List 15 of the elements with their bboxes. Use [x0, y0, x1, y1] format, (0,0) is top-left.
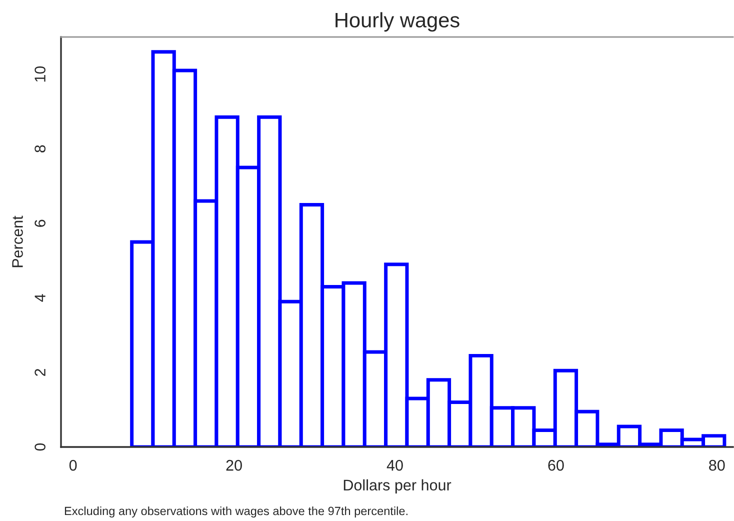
y-tick-label: 0 [34, 443, 46, 451]
chart-title: Hourly wages [336, 12, 460, 32]
y-tick-label: 2 [34, 368, 46, 376]
x-axis-title: Dollars per hour [344, 479, 452, 494]
x-tick-label: 0 [69, 460, 77, 471]
x-tick-label: 20 [226, 460, 242, 471]
x-tick-label: 40 [386, 460, 403, 471]
x-tick-label: 60 [548, 460, 564, 471]
y-tick-label: 10 [34, 66, 46, 82]
y-axis-title: Percent [12, 216, 23, 268]
text: Excluding any observations with wages above the 97th percentile. [64, 506, 408, 518]
y-tick-label: 8 [34, 145, 46, 152]
x-tick-label: 80 [709, 460, 725, 471]
y-tick-label: 6 [34, 220, 46, 227]
y-tick-label: 4 [34, 294, 46, 302]
